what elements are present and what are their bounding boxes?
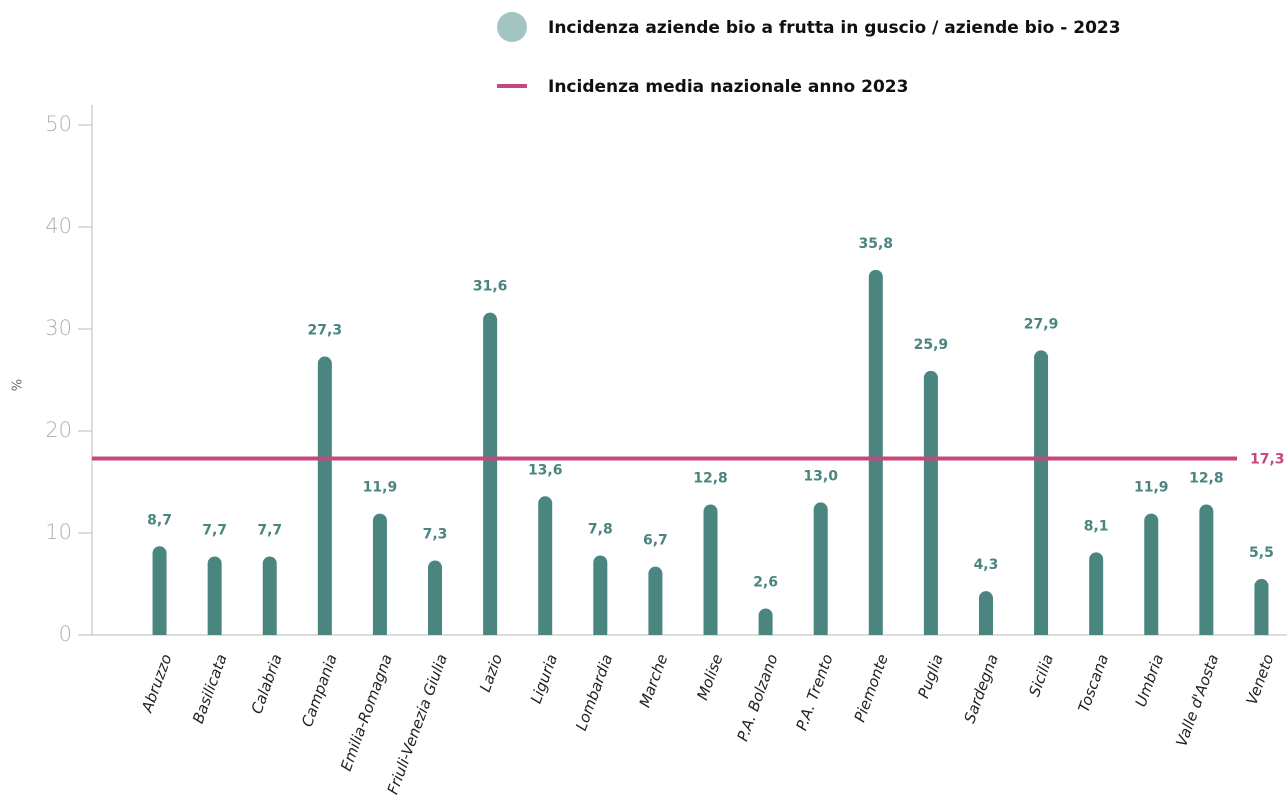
bar	[1199, 504, 1214, 635]
legend-label: Incidenza aziende bio a frutta in guscio…	[548, 18, 1121, 38]
y-axis-label: %	[11, 379, 26, 391]
x-tick-label: Marche	[636, 652, 672, 710]
x-tick-label: Sicilia	[1025, 652, 1057, 699]
value-label: 13,0	[803, 468, 838, 484]
x-tick-label: Lazio	[476, 652, 506, 695]
bar	[868, 269, 883, 635]
bar	[538, 496, 553, 635]
bar	[593, 555, 608, 635]
bar	[207, 556, 222, 635]
x-tick-label: Liguria	[527, 652, 561, 706]
value-label: 7,7	[257, 522, 282, 538]
bar	[152, 546, 167, 635]
x-tick-label: Toscana	[1075, 652, 1113, 715]
x-tick-label: Veneto	[1243, 652, 1278, 707]
bar	[703, 504, 718, 635]
value-label: 7,8	[588, 521, 613, 537]
bar	[813, 502, 828, 635]
x-tick-label: Puglia	[914, 652, 947, 701]
value-label: 7,3	[423, 527, 448, 543]
legend-label: Incidenza media nazionale anno 2023	[548, 77, 908, 97]
value-label: 35,8	[859, 236, 894, 252]
bar	[978, 591, 993, 635]
value-label: 27,3	[308, 323, 343, 339]
x-tick-label: P.A. Trento	[792, 652, 836, 733]
x-tick-label: Lombardia	[572, 652, 616, 733]
value-label: 31,6	[473, 279, 508, 295]
value-label: 12,8	[693, 470, 728, 486]
x-tick-label: P.A. Bolzano	[733, 652, 781, 744]
legend-marker	[497, 12, 527, 42]
value-label: 2,6	[753, 574, 778, 590]
bar	[317, 356, 332, 635]
bar	[372, 513, 387, 635]
y-tick-label: 20	[45, 418, 72, 442]
x-tick-label: Abruzzo	[138, 652, 176, 716]
bar	[262, 556, 277, 635]
value-label: 4,3	[974, 557, 999, 573]
y-tick-label: 40	[45, 214, 72, 238]
x-tick-label: Valle d'Aosta	[1172, 652, 1222, 749]
value-label: 27,9	[1024, 316, 1059, 332]
value-label: 13,6	[528, 462, 563, 478]
bar	[923, 370, 938, 635]
x-tick-label: Sardegna	[960, 652, 1001, 726]
x-tick-label: Friuli-Venezia Giulia	[384, 652, 451, 797]
x-tick-label: Molise	[693, 652, 726, 703]
bar	[1144, 513, 1159, 635]
value-label: 8,1	[1084, 518, 1109, 534]
x-tick-label: Basilicata	[189, 652, 231, 726]
reference-label: 17,3	[1250, 452, 1285, 468]
y-tick-label: 50	[45, 112, 72, 136]
value-label: 12,8	[1189, 470, 1224, 486]
bar	[1089, 552, 1104, 635]
x-tick-label: Emilia-Romagna	[337, 652, 396, 774]
value-label: 11,9	[1134, 480, 1169, 496]
x-tick-label: Piemonte	[851, 652, 892, 725]
bar	[1034, 350, 1049, 635]
y-tick-label: 10	[45, 520, 72, 544]
x-tick-label: Umbria	[1132, 652, 1168, 710]
value-label: 5,5	[1249, 545, 1274, 561]
bar	[758, 608, 773, 635]
value-label: 7,7	[202, 522, 227, 538]
bar	[1254, 578, 1269, 635]
x-tick-label: Calabria	[248, 652, 286, 716]
bar	[428, 560, 443, 635]
value-label: 8,7	[147, 512, 172, 528]
y-tick-label: 0	[59, 622, 72, 646]
x-tick-label: Campania	[298, 652, 341, 729]
value-label: 11,9	[363, 480, 398, 496]
value-label: 6,7	[643, 533, 668, 549]
bar	[648, 566, 663, 635]
bar	[483, 312, 498, 635]
value-label: 25,9	[914, 337, 949, 353]
y-tick-label: 30	[45, 316, 72, 340]
